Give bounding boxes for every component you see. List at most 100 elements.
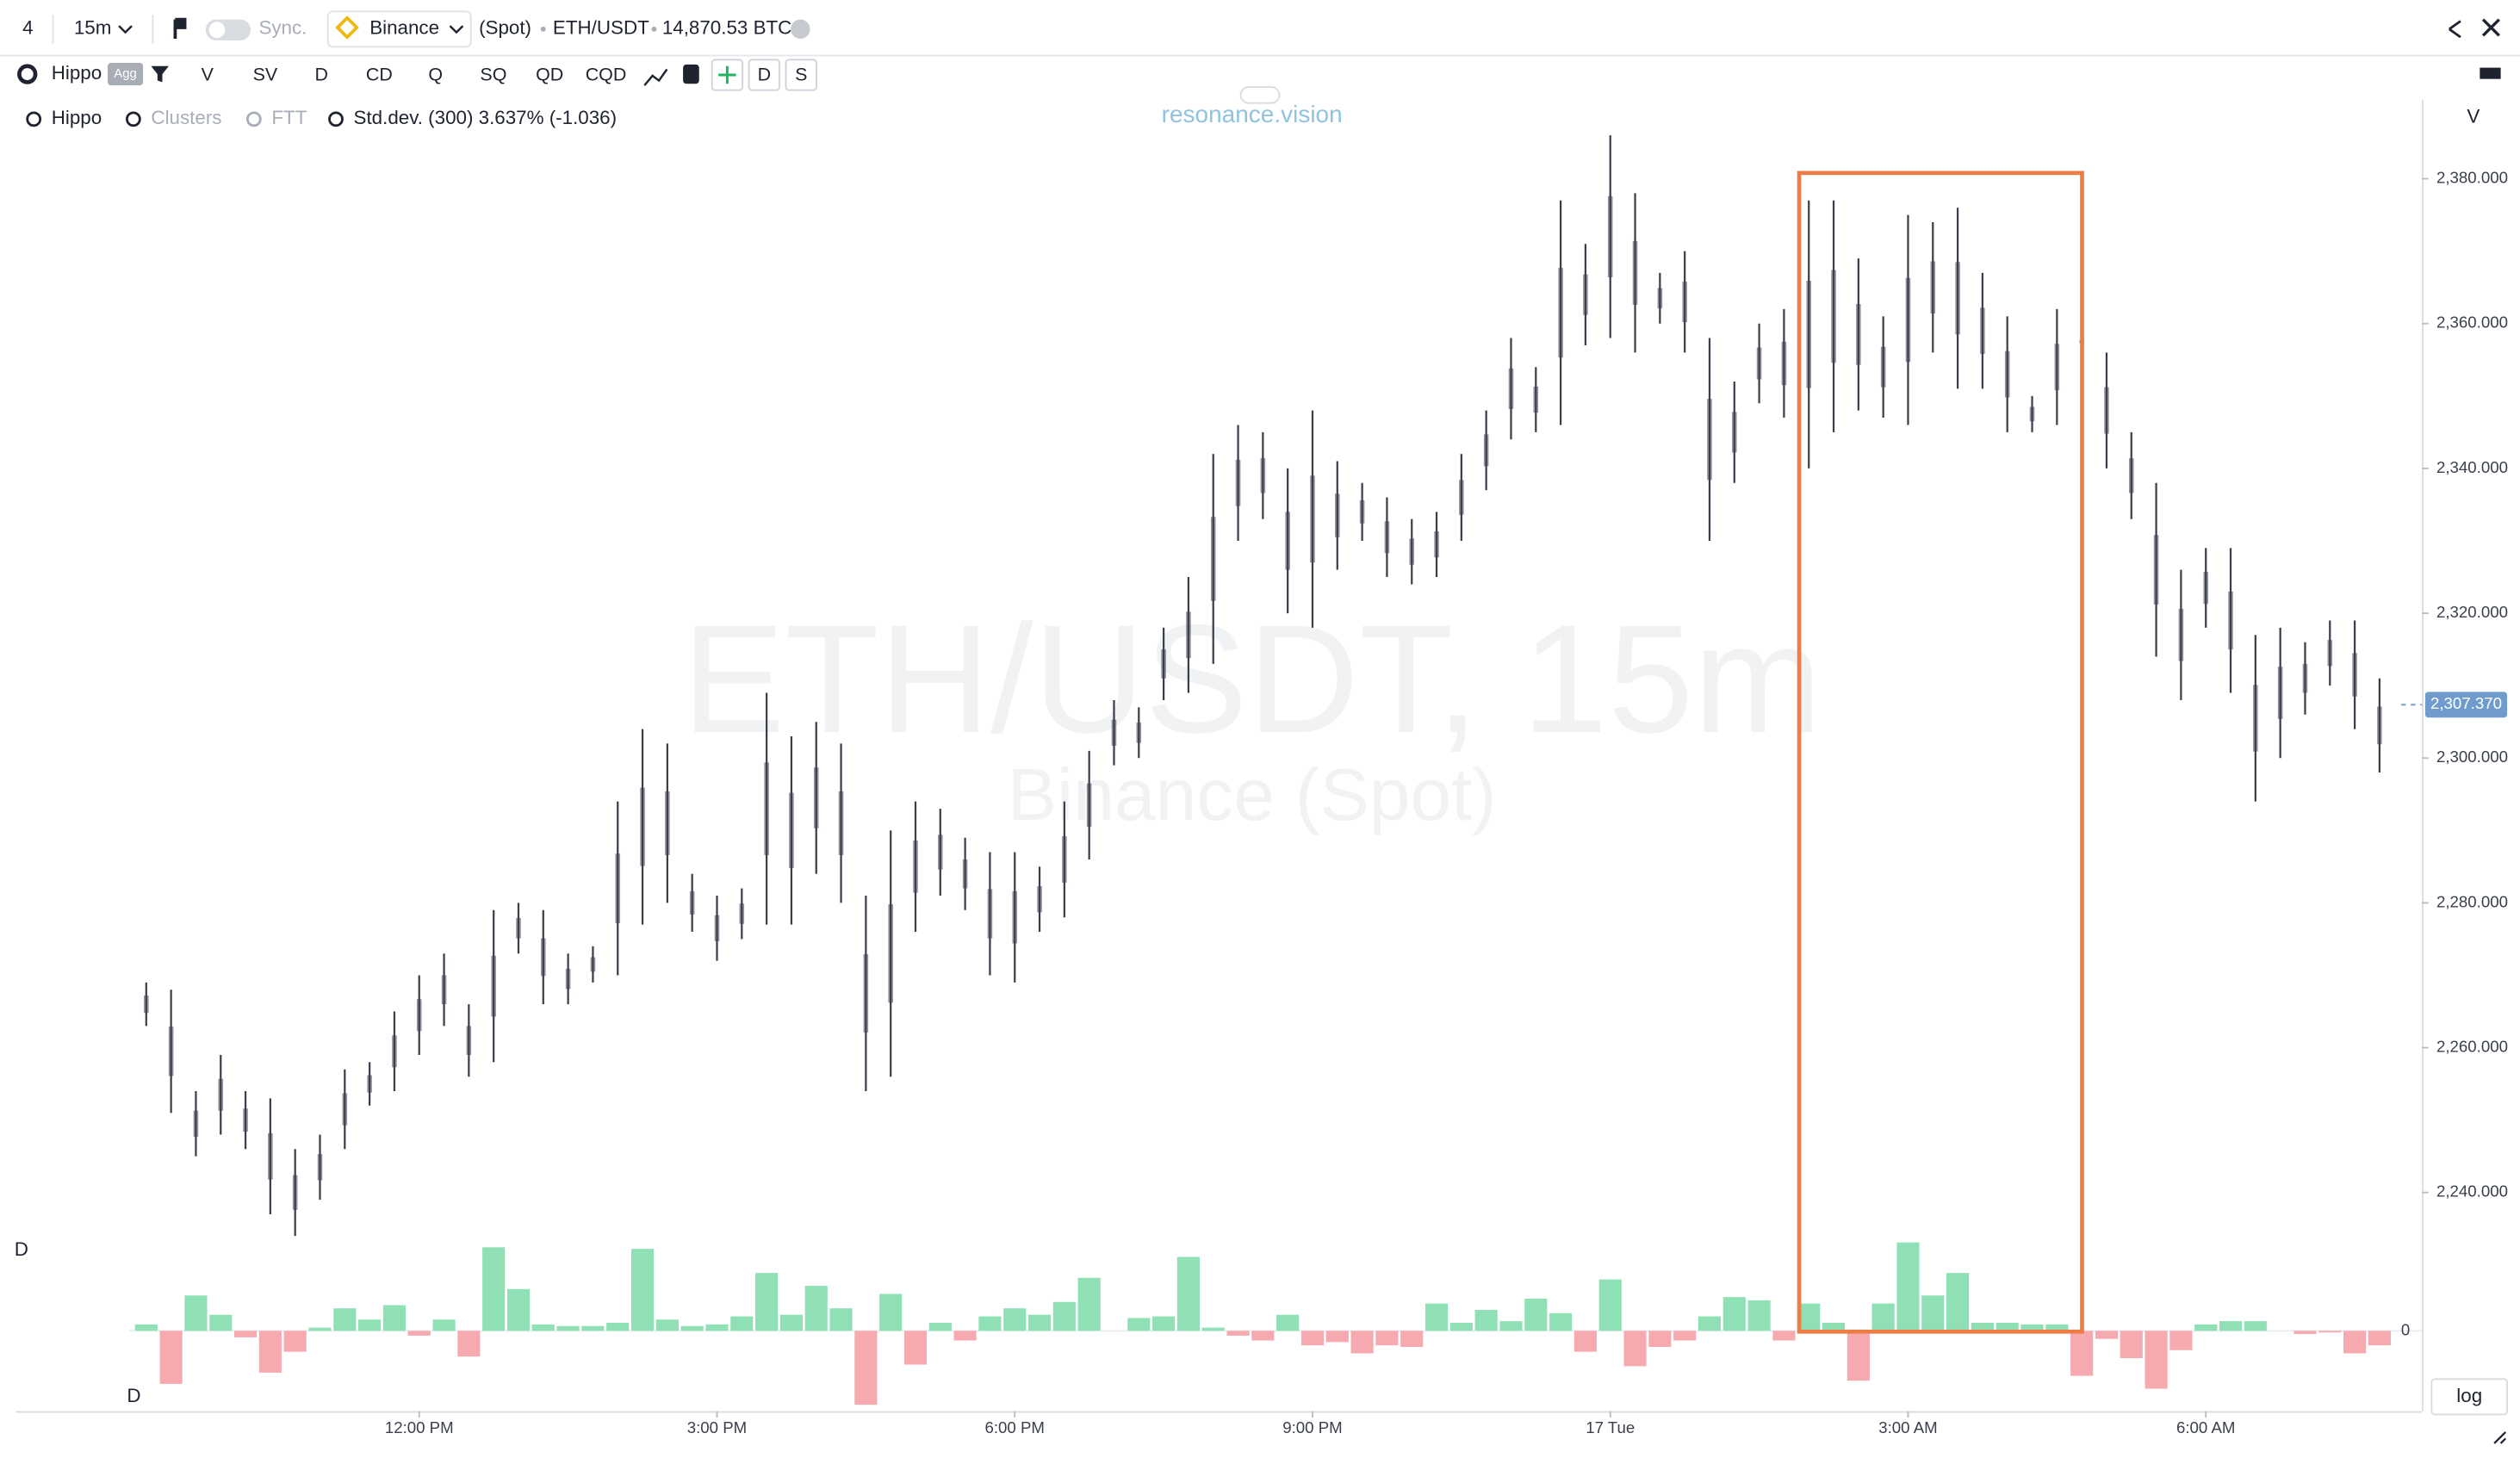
layout-count[interactable]: 4	[22, 17, 33, 39]
candle-cluster	[615, 853, 621, 923]
d-button[interactable]	[748, 59, 780, 91]
delta-bar	[1598, 1279, 1622, 1331]
visibility-icon[interactable]	[26, 111, 42, 127]
candle-cluster	[2128, 458, 2134, 493]
candle-cluster	[2004, 351, 2010, 398]
indicator-name[interactable]: Hippo	[52, 62, 102, 84]
candle-cluster	[1905, 277, 1911, 363]
log-button[interactable]	[2430, 1378, 2509, 1416]
delta-bar	[1251, 1331, 1275, 1341]
legend-item[interactable]: FTT	[271, 107, 307, 128]
legend-item[interactable]: Clusters	[151, 107, 221, 128]
candle-cluster	[1707, 399, 1712, 481]
candle-cluster	[1260, 458, 1266, 493]
candle-cluster	[2203, 572, 2209, 605]
delta-bar	[779, 1314, 803, 1331]
exchange-select[interactable]	[326, 10, 472, 48]
delta-bar	[730, 1316, 754, 1331]
delta-bar	[928, 1323, 952, 1331]
candle-cluster	[1334, 493, 1340, 537]
stddev-indicator[interactable]: Std.dev. (300) 3.637% (-1.036)	[354, 107, 618, 128]
x-tick-label: 12:00 PM	[385, 1418, 454, 1436]
close-icon[interactable]	[2481, 18, 2500, 37]
delta-bar	[1921, 1295, 1945, 1331]
candle-cluster	[1459, 480, 1464, 515]
delta-bar	[1772, 1331, 1796, 1341]
candle-cluster	[689, 890, 695, 915]
delta-bar	[382, 1305, 406, 1331]
delta-bar	[680, 1325, 704, 1331]
dropdown-caret	[449, 25, 464, 34]
delta-bar	[159, 1331, 183, 1384]
toolbar-button[interactable]: D	[314, 65, 327, 85]
delta-bar	[1797, 1303, 1821, 1331]
chart-icon[interactable]	[643, 68, 668, 86]
doc-icon[interactable]	[683, 64, 699, 84]
candle-cluster	[441, 975, 447, 1005]
toolbar-button[interactable]: CQD	[586, 65, 627, 85]
share-icon[interactable]	[2449, 20, 2461, 39]
interval-select[interactable]: 15m	[74, 17, 112, 39]
settings-icon[interactable]	[17, 64, 38, 84]
toolbar-button[interactable]: SQ	[480, 65, 506, 85]
delta-bar	[209, 1314, 233, 1331]
delta-bar	[953, 1331, 977, 1341]
candle-cluster	[962, 859, 968, 889]
candle-cluster	[714, 915, 720, 941]
delta-bar	[1449, 1323, 1473, 1331]
ruler-icon[interactable]	[2480, 67, 2501, 79]
candle-cluster	[392, 1035, 397, 1068]
candle-cluster	[1210, 517, 1216, 601]
visibility-icon[interactable]	[126, 111, 141, 127]
collapse-button[interactable]	[1239, 86, 1281, 104]
toolbar-button[interactable]: CD	[366, 65, 393, 85]
agg-badge[interactable]	[108, 63, 144, 86]
delta-bar	[531, 1324, 555, 1331]
visibility-icon[interactable]	[328, 111, 344, 127]
delta-bar	[283, 1331, 307, 1352]
candle-cluster	[1955, 262, 1960, 335]
candle-cluster	[1062, 836, 1067, 883]
candle-cluster	[1856, 304, 1861, 365]
delta-bar	[506, 1288, 531, 1331]
delta-bar	[1573, 1331, 1597, 1352]
delta-bar	[1152, 1316, 1176, 1331]
candle-cluster	[590, 957, 596, 972]
symbol[interactable]: ETH/USDT	[553, 17, 649, 39]
filter-icon[interactable]	[151, 65, 169, 83]
delta-bar	[2194, 1324, 2218, 1331]
legend-item[interactable]: Hippo	[52, 107, 102, 128]
candle-cluster	[2228, 591, 2233, 650]
delta-bar	[2318, 1331, 2342, 1333]
delta-bar	[1996, 1323, 2019, 1331]
flag-icon[interactable]	[173, 17, 187, 40]
candle-cluster	[1781, 341, 1787, 386]
candle-cluster	[367, 1075, 372, 1093]
toolbar-button[interactable]: SV	[253, 65, 278, 85]
candle-cluster	[268, 1132, 273, 1180]
delta-bar	[804, 1286, 828, 1331]
delta-bar	[2020, 1324, 2044, 1331]
delta-bar	[854, 1331, 878, 1405]
candle-cluster	[2302, 663, 2308, 693]
delta-bar	[1300, 1331, 1325, 1346]
delta-bar	[1077, 1277, 1101, 1331]
candle-cluster	[1037, 886, 1042, 913]
candle-cluster	[342, 1093, 348, 1126]
resize-handle[interactable]	[2493, 1431, 2506, 1444]
candle-cluster	[640, 787, 645, 866]
delta-bar	[1847, 1331, 1870, 1381]
toolbar-button[interactable]: V	[202, 65, 214, 85]
y-tick-label: 2,260.000	[2436, 1037, 2508, 1055]
delta-bar	[1350, 1331, 1374, 1354]
candle-cluster	[2029, 406, 2035, 422]
s-button[interactable]	[785, 59, 817, 91]
toolbar-button[interactable]: Q	[428, 65, 443, 85]
x-tick-label: 6:00 PM	[984, 1418, 1044, 1436]
delta-bar	[1499, 1321, 1523, 1331]
pane-label: V	[2467, 105, 2480, 127]
toolbar-button[interactable]: QD	[536, 65, 563, 85]
visibility-icon[interactable]	[245, 111, 262, 127]
candle-cluster	[813, 767, 819, 828]
